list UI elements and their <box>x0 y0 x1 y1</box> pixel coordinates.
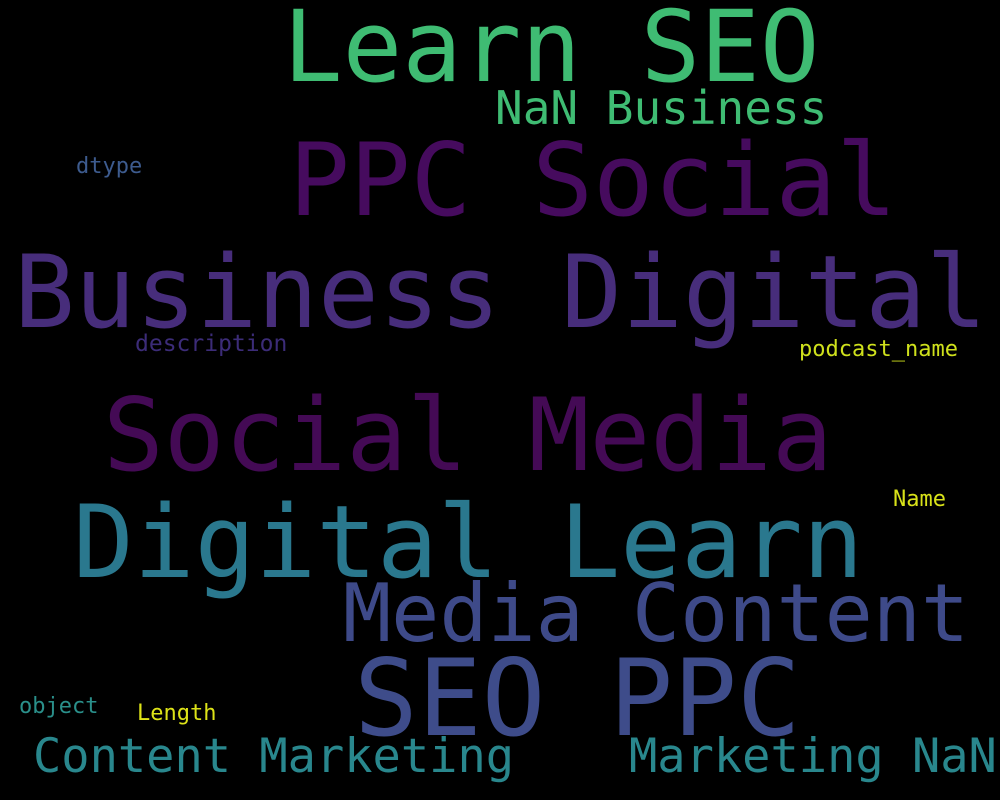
word-length: Length <box>137 701 217 726</box>
word-name: Name <box>893 487 946 512</box>
word-description: description <box>135 331 288 357</box>
word-content-marketing: Content Marketing <box>33 729 515 784</box>
word-podcast-name: podcast_name <box>799 337 958 362</box>
word-nan-business: NaN Business <box>495 81 828 135</box>
word-ppc-social: PPC Social <box>289 121 898 239</box>
word-digital-learn: Digital Learn <box>73 483 864 601</box>
word-media-content: Media Content <box>343 567 970 660</box>
word-business-digital: Business Digital <box>14 233 987 351</box>
word-social-media: Social Media <box>103 376 833 494</box>
word-marketing-nan: Marketing NaN <box>629 729 997 784</box>
word-learn-seo: Learn SEO <box>283 0 820 105</box>
word-dtype: dtype <box>76 154 143 179</box>
word-object: object <box>19 694 99 719</box>
word-seo-ppc: SEO PPC <box>354 637 801 760</box>
